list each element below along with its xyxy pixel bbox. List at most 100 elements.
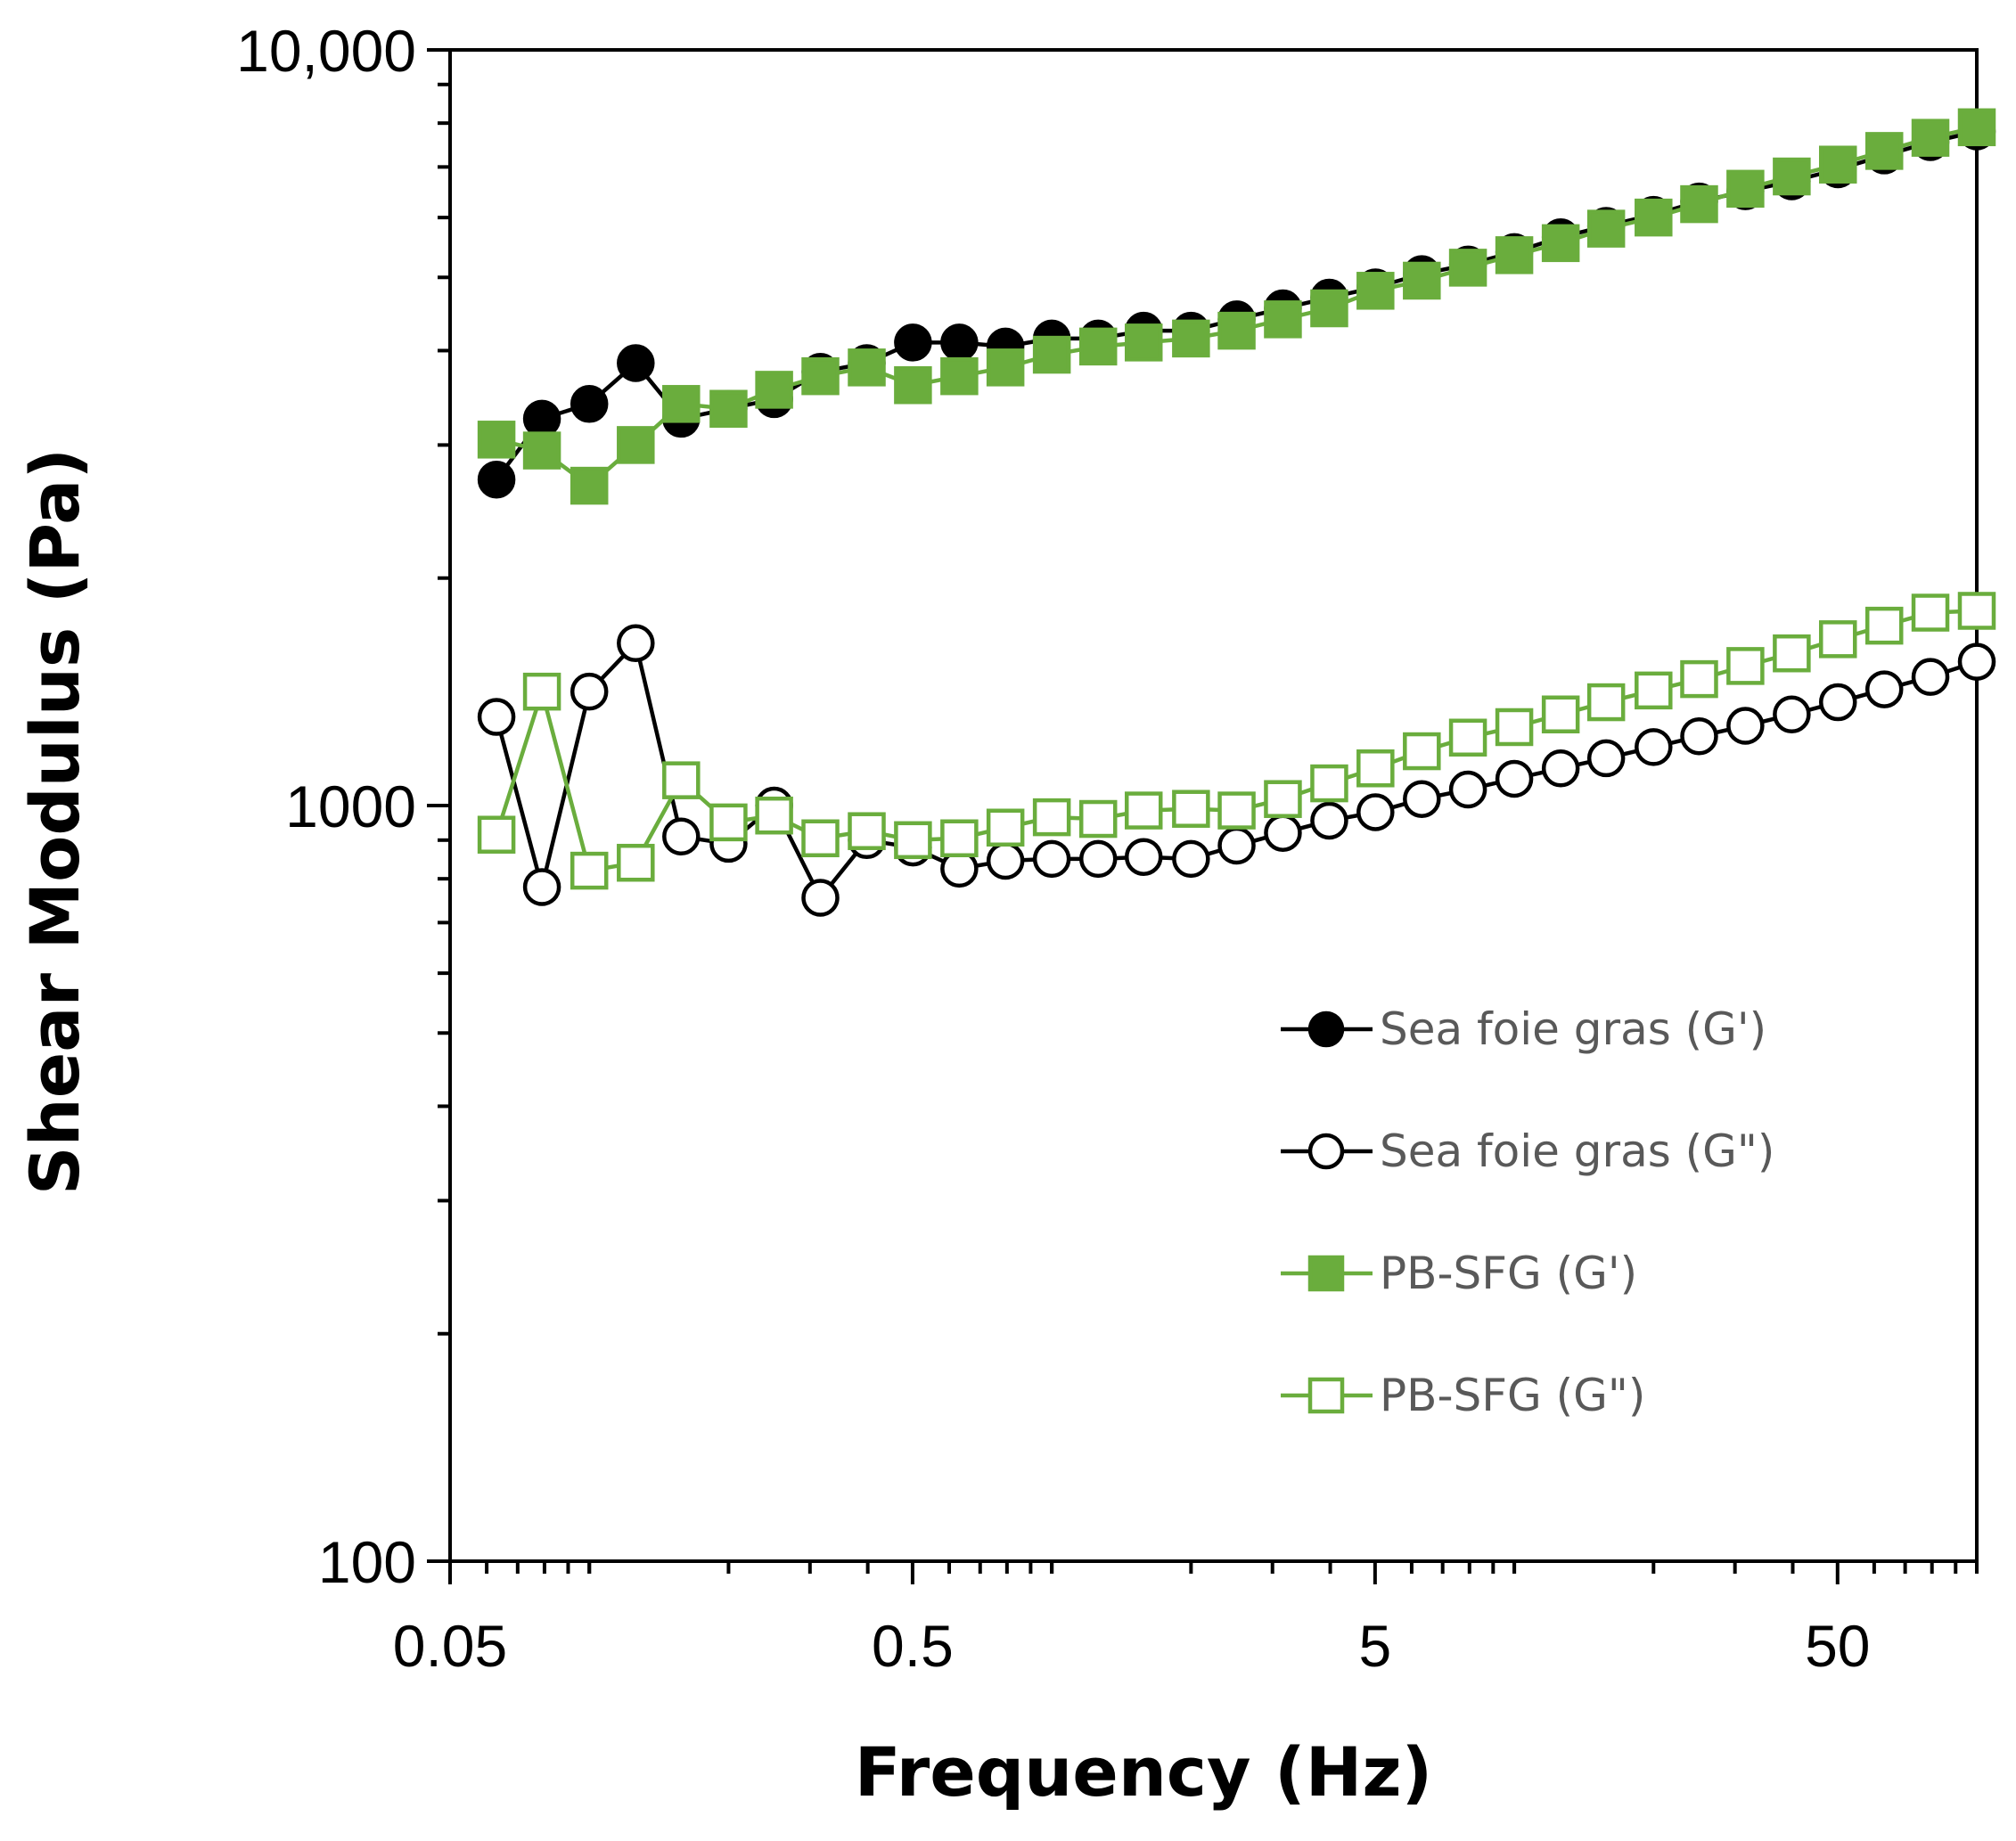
series-sea-foie-gras-g [477, 112, 1996, 499]
data-point [1124, 838, 1163, 876]
data-point [1680, 717, 1718, 756]
legend-label: Sea foie gras (G') [1380, 1003, 1766, 1055]
legend-item: Sea foie gras (G") [1281, 1125, 1774, 1177]
data-point [894, 821, 932, 860]
data-point [662, 761, 701, 799]
legend-item: PB-SFG (G") [1281, 1370, 1645, 1421]
legend-label: PB-SFG (G') [1380, 1248, 1637, 1299]
series-pb-sfg-g [477, 592, 1996, 890]
data-point [1635, 198, 1673, 237]
data-point [1264, 814, 1302, 852]
data-point [1078, 799, 1118, 839]
data-point [1217, 311, 1256, 350]
data-point [617, 843, 655, 882]
legend-marker [1307, 1377, 1345, 1414]
x-axis-title: Frequency (Hz) [855, 1732, 1433, 1812]
data-point [1818, 145, 1857, 184]
data-point [1773, 157, 1811, 196]
data-point [1403, 732, 1441, 771]
data-point [1403, 261, 1441, 300]
data-point [1680, 184, 1718, 224]
data-point [570, 851, 609, 890]
data-point [1124, 323, 1163, 362]
data-point [1773, 634, 1811, 673]
data-point [1726, 169, 1765, 209]
data-point [986, 808, 1025, 847]
data-point [662, 817, 701, 855]
data-point [1032, 335, 1071, 374]
data-point [1864, 670, 1904, 708]
data-point [662, 385, 701, 423]
y-axis-title: Shear Modulus (Pa) [15, 448, 94, 1195]
data-point [1635, 728, 1673, 766]
data-point [1264, 780, 1302, 818]
data-point [1911, 658, 1950, 696]
data-point [1541, 695, 1580, 734]
data-point [1680, 659, 1718, 699]
data-point [522, 431, 561, 470]
data-point [570, 672, 609, 711]
data-point [617, 426, 655, 464]
x-tick-label: 0.05 [393, 1613, 507, 1679]
y-tick-label: 100 [318, 1529, 416, 1595]
data-point [940, 323, 979, 362]
data-point [1032, 798, 1071, 837]
data-point [801, 356, 840, 396]
data-point [1448, 249, 1487, 287]
data-point [709, 803, 748, 842]
data-point [617, 344, 655, 382]
data-point [1635, 671, 1673, 710]
x-axis-tick-labels: 0.05 0.5 5 50 [393, 1613, 1871, 1679]
y-axis-minor-ticks [427, 48, 450, 1563]
data-point [1957, 592, 1996, 630]
data-point [570, 385, 609, 423]
data-point [1264, 300, 1302, 339]
legend-marker [1307, 1255, 1345, 1292]
data-point [522, 868, 561, 906]
data-point [1172, 319, 1210, 358]
data-point [522, 399, 561, 438]
data-point [940, 356, 979, 396]
data-point [755, 796, 793, 835]
data-point [1586, 739, 1626, 778]
data-point [1078, 839, 1118, 879]
series-sea-foie-gras-g [477, 624, 1996, 917]
data-point [1495, 708, 1534, 747]
data-point [1495, 759, 1534, 798]
data-point [709, 389, 748, 429]
data-point [1911, 119, 1950, 157]
data-point [1032, 839, 1071, 879]
data-point [894, 366, 932, 405]
plot-frame [448, 48, 1979, 1563]
data-point [1310, 289, 1348, 328]
data-point [848, 812, 886, 850]
data-point [1448, 770, 1487, 809]
data-point [1864, 606, 1904, 645]
y-axis-tick-labels: 100 1000 10,000 [236, 18, 416, 1595]
legend-label: PB-SFG (G") [1380, 1370, 1645, 1421]
data-point [1310, 801, 1348, 840]
legend-item: Sea foie gras (G') [1281, 1003, 1766, 1055]
legend-item: PB-SFG (G') [1281, 1248, 1637, 1299]
plot-border [448, 48, 1979, 1563]
data-point [1078, 327, 1118, 366]
data-point [1172, 839, 1210, 879]
data-point [986, 841, 1025, 880]
data-point [1586, 683, 1626, 722]
data-point [1356, 793, 1395, 831]
data-point [477, 460, 516, 499]
data-point [1495, 236, 1534, 274]
x-tick-label: 0.5 [872, 1613, 954, 1679]
data-point [986, 348, 1025, 387]
data-point [1448, 718, 1487, 757]
series-layer [477, 108, 1996, 917]
legend-marker [1307, 1011, 1345, 1048]
data-point [940, 819, 979, 858]
data-point [1217, 791, 1256, 830]
data-point [801, 819, 840, 858]
legend-marker [1307, 1133, 1345, 1170]
data-point [1356, 272, 1395, 310]
data-point [477, 698, 516, 736]
data-point [617, 624, 655, 663]
data-point [1124, 791, 1163, 830]
